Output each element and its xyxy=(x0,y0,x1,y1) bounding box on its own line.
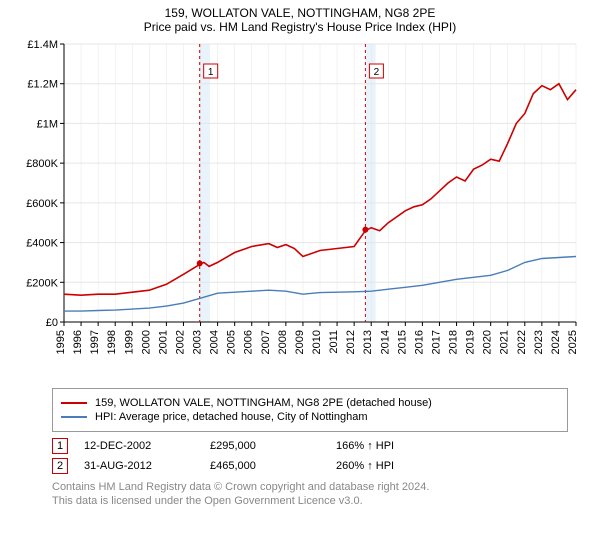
chart-title: 159, WOLLATON VALE, NOTTINGHAM, NG8 2PE xyxy=(12,6,588,20)
events-table: 1 12-DEC-2002 £295,000 166% ↑ HPI 2 31-AUG-20… xyxy=(52,438,568,474)
event-highlight xyxy=(365,44,375,322)
y-tick-label: £1.4M xyxy=(27,40,58,51)
y-tick-label: £400K xyxy=(26,238,58,250)
event-date: 12-DEC-2002 xyxy=(84,440,194,452)
x-tick-label: 2016 xyxy=(413,330,425,354)
legend-label-hpi: HPI: Average price, detached house, City… xyxy=(95,411,368,423)
y-tick-label: £600K xyxy=(26,198,58,210)
event-price: £295,000 xyxy=(210,440,320,452)
x-tick-label: 2022 xyxy=(516,330,528,354)
x-tick-label: 2010 xyxy=(311,330,323,354)
x-tick-label: 2024 xyxy=(550,330,562,354)
event-num-box: 1 xyxy=(52,438,68,454)
x-tick-label: 2017 xyxy=(430,330,442,354)
x-tick-label: 2019 xyxy=(465,330,477,354)
x-tick-label: 1999 xyxy=(123,330,135,354)
y-tick-label: £1M xyxy=(37,118,58,130)
license-line2: This data is licensed under the Open Gov… xyxy=(52,495,363,507)
x-tick-label: 2013 xyxy=(362,330,374,354)
x-tick-label: 2008 xyxy=(277,330,289,354)
event-marker-num: 1 xyxy=(208,67,214,78)
y-tick-label: £800K xyxy=(26,158,58,170)
chart-container: 159, WOLLATON VALE, NOTTINGHAM, NG8 2PE … xyxy=(0,0,600,560)
event-date: 31-AUG-2012 xyxy=(84,460,194,472)
event-price: £465,000 xyxy=(210,460,320,472)
plot-area: £0 £200K £400K £600K £800K £1M £1.2M £1.4M 1995 1… xyxy=(20,40,580,380)
license-text: Contains HM Land Registry data © Crown c… xyxy=(52,480,572,509)
x-tick-label: 2018 xyxy=(448,330,460,354)
plot-svg: £0 £200K £400K £600K £800K £1M £1.2M £1.4M 1995 1… xyxy=(20,40,580,380)
y-tick-label: £0 xyxy=(46,317,58,329)
x-tick-label: 2015 xyxy=(396,330,408,354)
event-delta: 166% ↑ HPI xyxy=(336,440,456,452)
x-tick-label: 2006 xyxy=(243,330,255,354)
chart-subtitle: Price paid vs. HM Land Registry's House … xyxy=(12,20,588,34)
x-tick-label: 1996 xyxy=(72,330,84,354)
event-marker-num: 2 xyxy=(374,67,380,78)
x-tick-label: 2009 xyxy=(294,330,306,354)
x-tick-label: 2021 xyxy=(499,330,511,354)
event-row: 2 31-AUG-2012 £465,000 260% ↑ HPI xyxy=(52,458,568,474)
y-tick-label: £200K xyxy=(26,277,58,289)
y-tick-label: £1.2M xyxy=(27,79,58,91)
event-num-box: 2 xyxy=(52,458,68,474)
legend-swatch-property xyxy=(61,402,87,404)
x-tick-label: 1995 xyxy=(55,330,67,354)
x-tick-label: 2003 xyxy=(192,330,204,354)
x-tick-label: 2020 xyxy=(482,330,494,354)
x-tick-label: 2000 xyxy=(140,330,152,354)
x-tick-label: 2004 xyxy=(209,330,221,354)
x-tick-label: 2014 xyxy=(379,330,391,354)
x-tick-label: 2002 xyxy=(174,330,186,354)
x-tick-label: 2011 xyxy=(328,330,340,354)
event-highlight xyxy=(200,44,210,322)
x-tick-label: 2023 xyxy=(533,330,545,354)
legend-label-property: 159, WOLLATON VALE, NOTTINGHAM, NG8 2PE … xyxy=(95,397,432,409)
legend-item-property: 159, WOLLATON VALE, NOTTINGHAM, NG8 2PE … xyxy=(61,397,559,409)
x-tick-label: 2012 xyxy=(345,330,357,354)
x-tick-label: 2001 xyxy=(157,330,169,354)
license-line1: Contains HM Land Registry data © Crown c… xyxy=(52,481,429,493)
x-tick-label: 2025 xyxy=(567,330,579,354)
x-tick-label: 2005 xyxy=(226,330,238,354)
event-row: 1 12-DEC-2002 £295,000 166% ↑ HPI xyxy=(52,438,568,454)
event-delta: 260% ↑ HPI xyxy=(336,460,456,472)
x-tick-label: 1997 xyxy=(89,330,101,354)
legend-item-hpi: HPI: Average price, detached house, City… xyxy=(61,411,559,423)
legend: 159, WOLLATON VALE, NOTTINGHAM, NG8 2PE … xyxy=(52,388,568,432)
x-tick-label: 2007 xyxy=(260,330,272,354)
x-tick-label: 1998 xyxy=(106,330,118,354)
legend-swatch-hpi xyxy=(61,416,87,418)
